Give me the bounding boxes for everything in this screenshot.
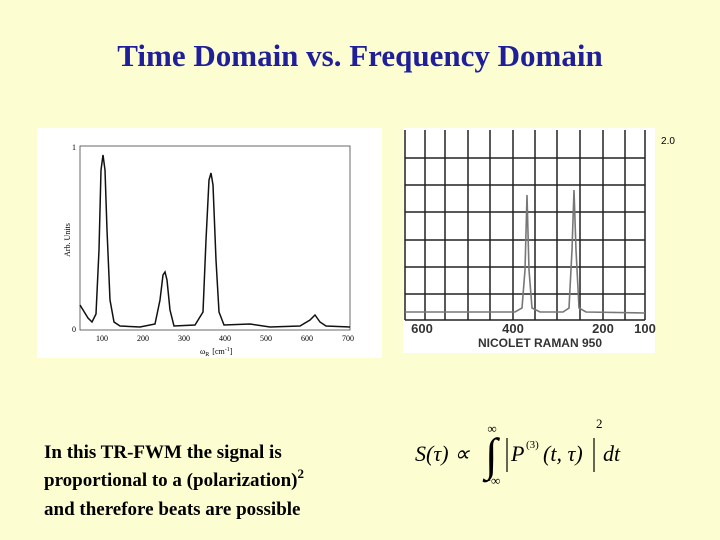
- x-tick-label: 500: [260, 334, 272, 343]
- x-tick-label: 600: [301, 334, 313, 343]
- x-label-sub: R: [205, 352, 209, 358]
- equation: S(τ) ∝ ∫ ∞ −∞ P (3) (t, τ) 2 dt: [415, 416, 621, 488]
- eq-function: P: [510, 441, 524, 466]
- time-domain-plot: 1 0 Arb. Units 100 200 300 400 500 600 7…: [37, 128, 382, 358]
- x-label-close: ]: [230, 347, 233, 356]
- x-ticks: 100 200 300 400 500 600 700: [96, 334, 354, 343]
- frequency-domain-plot: 2.0 600 400 200 100 NICOLET RAMAN 950: [403, 128, 675, 353]
- y-tick-label: 1: [72, 143, 76, 152]
- x-tick-label: 200: [137, 334, 149, 343]
- x-tick-label: 700: [342, 334, 354, 343]
- slide-title: Time Domain vs. Frequency Domain: [117, 38, 602, 73]
- eq-lower-limit: −∞: [484, 473, 501, 488]
- text-line: and therefore beats are possible: [44, 499, 301, 520]
- spectrum-curve: [405, 189, 646, 314]
- x-axis-label: ωR [cm-1]: [200, 347, 233, 358]
- eq-lhs: S(τ) ∝: [415, 441, 471, 466]
- text-line: proportional to a (polarization)2: [44, 466, 304, 491]
- x-tick-label: 400: [502, 321, 524, 336]
- x-tick-label: 100: [96, 334, 108, 343]
- text-line: In this TR-FWM the signal is: [44, 442, 282, 463]
- x-label-unit: [cm: [212, 347, 225, 356]
- eq-upper-limit: ∞: [487, 421, 496, 436]
- eq-integral: ∫: [482, 429, 500, 483]
- x-tick-label: 600: [411, 321, 433, 336]
- plot-frame: [79, 145, 351, 331]
- x-label-symbol: ω: [200, 347, 205, 356]
- y-tick-label: 0: [72, 325, 76, 334]
- body-text: In this TR-FWM the signal is proportiona…: [44, 442, 304, 520]
- plot-caption: NICOLET RAMAN 950: [478, 336, 602, 350]
- plot-background: [37, 128, 382, 358]
- y-axis-label: Arb. Units: [63, 223, 72, 257]
- superscript: 2: [298, 466, 305, 481]
- eq-order: (3): [526, 439, 539, 451]
- x-ticks: 600 400 200 100: [411, 321, 656, 336]
- text-line-main: proportional to a (polarization): [44, 470, 298, 491]
- x-label-exp: -1: [225, 347, 230, 353]
- x-tick-label: 100: [634, 321, 656, 336]
- eq-power: 2: [596, 416, 603, 431]
- eq-args: (t, τ): [543, 441, 583, 466]
- scale-label: 2.0: [661, 136, 675, 147]
- x-tick-label: 300: [178, 334, 190, 343]
- signal-curve: [79, 154, 351, 328]
- eq-differential: dt: [603, 441, 621, 466]
- x-tick-label: 200: [592, 321, 614, 336]
- x-tick-label: 400: [219, 334, 231, 343]
